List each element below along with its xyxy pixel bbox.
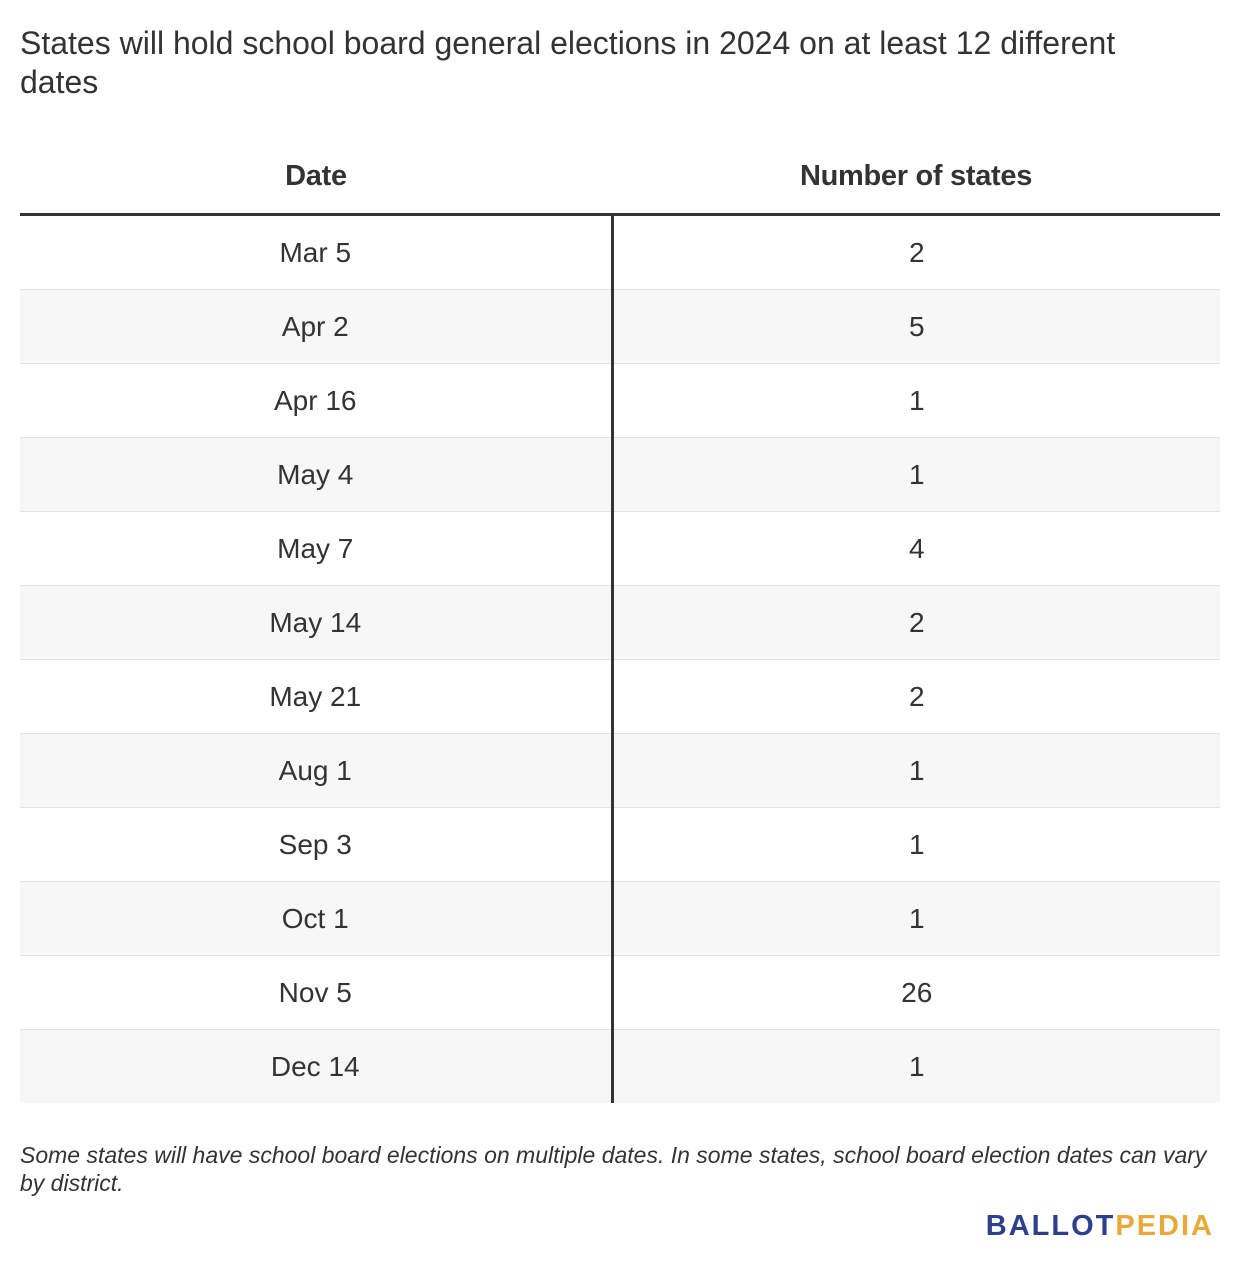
number-of-states-cell: 26 <box>612 955 1220 1030</box>
date-cell: May 21 <box>20 659 614 734</box>
number-of-states-cell: 1 <box>612 881 1220 956</box>
table-row: Apr 16 1 <box>20 363 1220 438</box>
number-of-states-cell: 1 <box>612 807 1220 882</box>
footnote: Some states will have school board elect… <box>20 1142 1207 1196</box>
date-cell: Aug 1 <box>20 733 614 808</box>
column-header-date: Date <box>20 140 612 216</box>
number-of-states-cell: 1 <box>612 363 1220 438</box>
date-cell: Sep 3 <box>20 807 614 882</box>
date-cell: May 7 <box>20 511 614 586</box>
date-cell: Apr 16 <box>20 363 614 438</box>
date-cell: Oct 1 <box>20 881 614 956</box>
number-of-states-cell: 1 <box>612 437 1220 512</box>
table-row: May 21 2 <box>20 659 1220 734</box>
number-of-states-cell: 2 <box>612 214 1220 290</box>
date-cell: Nov 5 <box>20 955 614 1030</box>
elections-table: Date Number of states Mar 5 2 Apr 2 5 Apr 16… <box>20 140 1220 1103</box>
table-row: May 14 2 <box>20 585 1220 660</box>
elections-table-container: Date Number of states Mar 5 2 Apr 2 5 Apr 16… <box>20 140 1220 1103</box>
table-body: Mar 5 2 Apr 2 5 Apr 16 1 May 4 1 May 7 4 May 14 2 Ma… <box>20 214 1220 1103</box>
number-of-states-cell: 4 <box>612 511 1220 586</box>
ballotpedia-logo: BALLOTPEDIA <box>986 1210 1214 1243</box>
logo-text-ballot: BALLOT <box>985 1210 1116 1242</box>
number-of-states-cell: 5 <box>612 289 1220 364</box>
number-of-states-cell: 1 <box>612 1029 1220 1103</box>
date-cell: May 14 <box>20 585 614 660</box>
chart-title: States will hold school board general el… <box>20 25 1116 100</box>
table-header-row: Date Number of states <box>20 140 1220 216</box>
date-cell: Mar 5 <box>20 214 614 290</box>
logo-text-pedia: PEDIA <box>1115 1210 1214 1242</box>
date-cell: Dec 14 <box>20 1029 614 1103</box>
table-row: Dec 14 1 <box>20 1029 1220 1103</box>
number-of-states-cell: 2 <box>612 659 1220 734</box>
date-cell: Apr 2 <box>20 289 614 364</box>
table-row: Nov 5 26 <box>20 955 1220 1030</box>
number-of-states-cell: 2 <box>612 585 1220 660</box>
number-of-states-cell: 1 <box>612 733 1220 808</box>
date-cell: May 4 <box>20 437 614 512</box>
column-header-number-of-states: Number of states <box>612 140 1220 216</box>
